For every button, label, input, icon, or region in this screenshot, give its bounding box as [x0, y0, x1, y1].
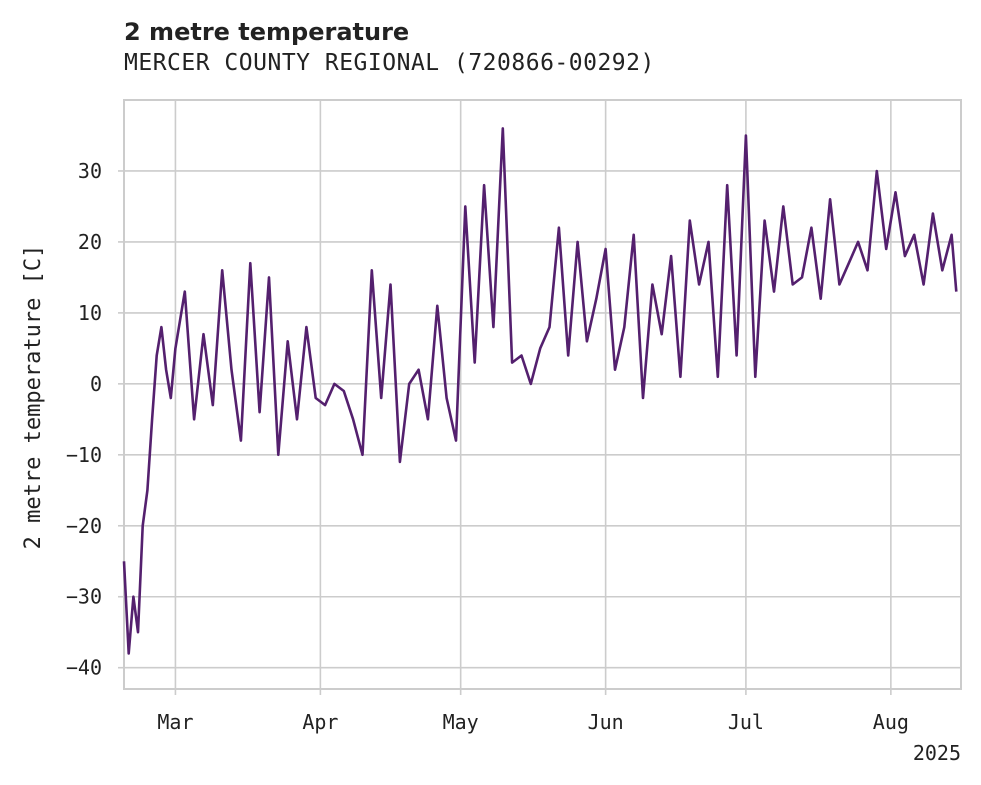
y-axis-label: 2 metre temperature [C] — [21, 245, 46, 550]
x-tick-label: Jun — [588, 710, 624, 734]
y-tick-label: 0 — [90, 372, 102, 396]
chart-subtitle: MERCER COUNTY REGIONAL (720866-00292) — [124, 50, 655, 76]
y-tick-label: 30 — [78, 159, 102, 183]
x-tick-label: May — [443, 710, 479, 734]
x-year-label: 2025 — [913, 741, 961, 765]
y-tick-label: −20 — [66, 514, 102, 538]
y-tick-label: −10 — [66, 443, 102, 467]
y-tick-label: −40 — [66, 656, 102, 680]
x-tick-label: Apr — [302, 710, 338, 734]
y-tick-label: 10 — [78, 301, 102, 325]
chart-title: 2 metre temperature — [124, 18, 410, 46]
grid — [124, 100, 961, 689]
y-tick-label: 20 — [78, 230, 102, 254]
x-tick-label: Jul — [728, 710, 764, 734]
y-tick-label: −30 — [66, 585, 102, 609]
x-tick-label: Aug — [873, 710, 909, 734]
plot-frame — [123, 99, 962, 690]
x-tick-label: Mar — [157, 710, 193, 734]
temperature-series-line — [122, 127, 958, 655]
axis-ticks: 30 20 10 0 −10 −20 −30 −40 Mar Apr May Jun Jul Aug — [66, 159, 909, 734]
